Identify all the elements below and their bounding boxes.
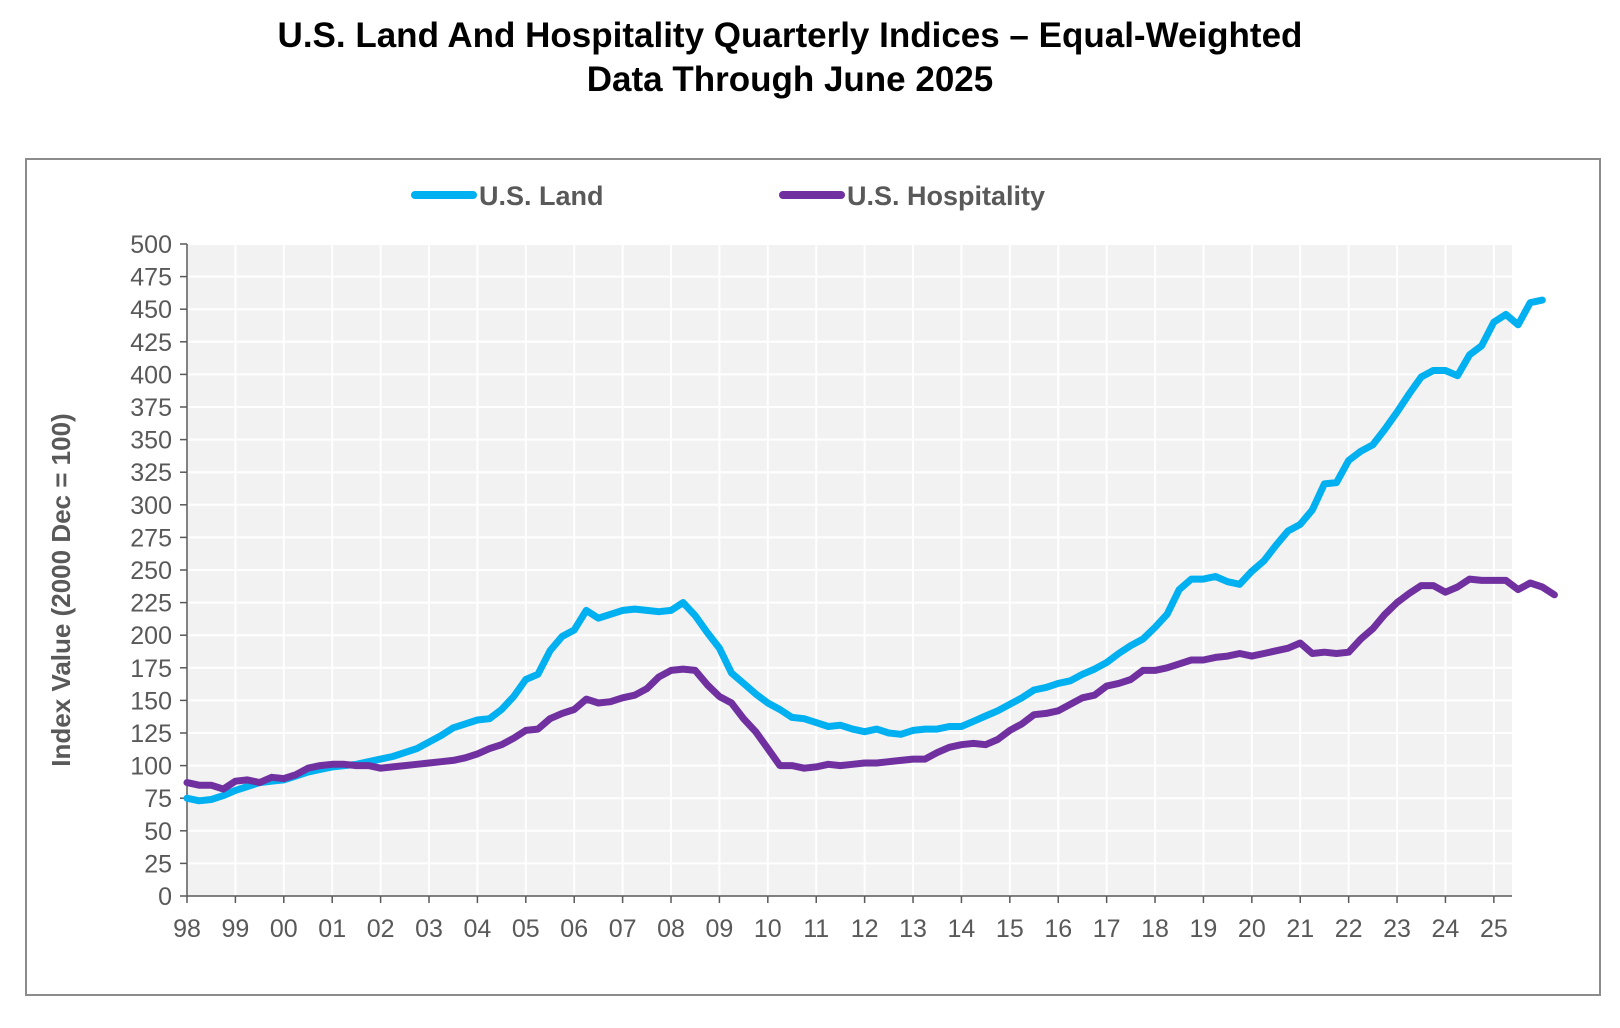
y-tick-label: 175 bbox=[130, 655, 172, 683]
x-tick-label: 09 bbox=[706, 915, 734, 943]
y-tick-label: 450 bbox=[130, 296, 172, 324]
x-tick-label: 14 bbox=[948, 915, 976, 943]
axes bbox=[186, 244, 1512, 897]
y-tick-label: 425 bbox=[130, 329, 172, 357]
x-tick-label: 13 bbox=[899, 915, 927, 943]
y-tick-label: 325 bbox=[130, 459, 172, 487]
x-tick-label: 17 bbox=[1093, 915, 1121, 943]
x-tick-label: 00 bbox=[270, 915, 298, 943]
x-tick-label: 18 bbox=[1141, 915, 1169, 943]
legend-label: U.S. Land bbox=[479, 181, 604, 211]
x-axis-ticks: 98 99 00 01 02 03 04 05 06 07 08 09 10 11 12 13 14 15 16 17… bbox=[173, 896, 1508, 943]
x-tick-label: 10 bbox=[754, 915, 782, 943]
x-tick-label: 11 bbox=[803, 915, 829, 943]
x-tick-label: 05 bbox=[512, 915, 540, 943]
x-tick-label: 03 bbox=[415, 915, 443, 943]
y-tick-label: 500 bbox=[130, 231, 172, 259]
y-tick-label: 375 bbox=[130, 394, 172, 422]
gridlines bbox=[186, 243, 1512, 896]
y-tick-label: 250 bbox=[130, 557, 172, 585]
chart-subtitle: Data Through June 2025 bbox=[586, 60, 994, 99]
x-tick-label: 25 bbox=[1480, 915, 1508, 943]
x-tick-label: 19 bbox=[1190, 915, 1218, 943]
y-tick-label: 275 bbox=[130, 524, 172, 552]
series-line-us-hospitality bbox=[183, 575, 1558, 793]
x-tick-label: 12 bbox=[851, 915, 879, 943]
x-tick-label: 23 bbox=[1383, 915, 1411, 943]
y-tick-label: 125 bbox=[130, 720, 172, 748]
x-tick-label: 08 bbox=[657, 915, 685, 943]
legend: U.S. Land U.S. Hospitality bbox=[411, 181, 1045, 211]
x-tick-label: 24 bbox=[1432, 915, 1460, 943]
x-tick-label: 20 bbox=[1238, 915, 1266, 943]
x-tick-label: 21 bbox=[1286, 915, 1314, 943]
y-tick-label: 50 bbox=[144, 818, 172, 846]
x-tick-label: 98 bbox=[173, 915, 201, 943]
y-tick-label: 25 bbox=[144, 850, 172, 878]
chart-frame bbox=[25, 158, 1601, 996]
chart-title: U.S. Land And Hospitality Quarterly Indi… bbox=[277, 16, 1303, 55]
x-tick-label: 06 bbox=[560, 915, 588, 943]
x-tick-label: 22 bbox=[1335, 915, 1363, 943]
y-tick-label: 300 bbox=[130, 492, 172, 520]
x-tick-label: 16 bbox=[1044, 915, 1072, 943]
series-lines bbox=[183, 296, 1558, 805]
x-tick-label: 99 bbox=[221, 915, 249, 943]
x-tick-label: 04 bbox=[464, 915, 492, 943]
series-line-us-land bbox=[183, 296, 1546, 805]
x-tick-label: 07 bbox=[609, 915, 637, 943]
y-tick-label: 400 bbox=[130, 361, 172, 389]
y-tick-label: 75 bbox=[144, 785, 172, 813]
y-tick-label: 225 bbox=[130, 590, 172, 618]
y-tick-label: 475 bbox=[130, 264, 172, 292]
y-axis-ticks: 0 25 50 75 100 125 150 175 200 225 250 275 300 325 350… bbox=[130, 231, 187, 911]
x-tick-label: 02 bbox=[367, 915, 395, 943]
y-tick-label: 0 bbox=[158, 883, 172, 911]
y-tick-label: 350 bbox=[130, 427, 172, 455]
y-tick-label: 200 bbox=[130, 622, 172, 650]
x-tick-label: 01 bbox=[318, 915, 346, 943]
y-tick-label: 100 bbox=[130, 753, 172, 781]
y-axis-label: Index Value (2000 Dec = 100) bbox=[46, 413, 76, 766]
x-tick-label: 15 bbox=[996, 915, 1024, 943]
legend-label: U.S. Hospitality bbox=[847, 181, 1045, 211]
y-tick-label: 150 bbox=[130, 687, 172, 715]
